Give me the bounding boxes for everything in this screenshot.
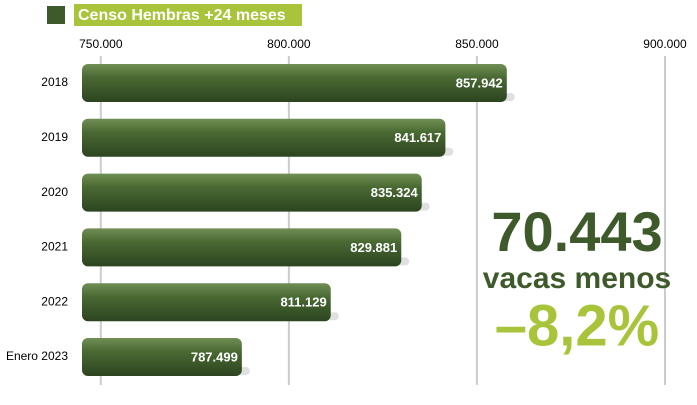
title-highlight — [74, 4, 302, 26]
bar — [82, 173, 422, 212]
data-label: 787.499 — [191, 349, 238, 364]
x-tick-label: 800.000 — [267, 37, 311, 51]
data-label: 829.881 — [350, 240, 397, 255]
y-tick-label: 2020 — [41, 185, 68, 199]
x-tick-label: 900.000 — [643, 37, 687, 51]
x-tick-label: 850.000 — [455, 37, 499, 51]
bar — [82, 228, 402, 267]
y-tick-label: 2019 — [41, 130, 68, 144]
y-tick-label: 2021 — [41, 240, 68, 254]
bar — [82, 118, 446, 157]
y-tick-label: 2018 — [41, 75, 68, 89]
plot: 750.000 800.000 850.000 900.000 2018 857.942 2… — [6, 37, 687, 385]
annotation-percent: –8,2% — [495, 293, 659, 358]
y-tick-label: Enero 2023 — [6, 349, 68, 363]
annotation-text: vacas menos — [483, 262, 671, 295]
legend-swatch — [47, 6, 65, 24]
annotation-number: 70.443 — [491, 200, 662, 263]
x-tick-label: 750.000 — [79, 37, 123, 51]
data-label: 811.129 — [280, 295, 326, 310]
bar — [82, 64, 507, 102]
data-label: 835.324 — [371, 185, 419, 200]
bar — [82, 338, 242, 376]
data-label: 841.617 — [394, 130, 441, 145]
y-tick-label: 2022 — [41, 294, 68, 308]
bar — [82, 283, 331, 322]
data-label: 857.942 — [456, 75, 503, 90]
chart-title: Censo Hembras +24 meses — [78, 7, 286, 24]
